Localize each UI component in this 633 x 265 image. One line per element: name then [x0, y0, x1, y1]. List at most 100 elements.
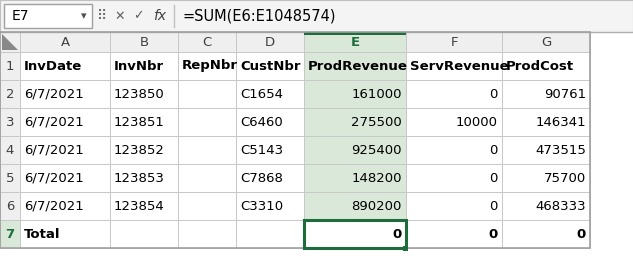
Bar [502, 80, 590, 108]
Bar [304, 164, 406, 192]
Bar [0, 32, 590, 248]
Bar [236, 80, 304, 108]
Text: B: B [139, 36, 149, 48]
Bar [110, 52, 178, 80]
Bar [406, 108, 502, 136]
Bar [502, 108, 590, 136]
Text: InvDate: InvDate [24, 60, 82, 73]
Text: E7: E7 [12, 9, 30, 23]
Bar [110, 220, 178, 248]
Bar [502, 136, 590, 164]
Text: 0: 0 [489, 200, 498, 213]
Bar [178, 108, 236, 136]
Text: C7868: C7868 [240, 171, 283, 184]
Text: 0: 0 [577, 227, 586, 241]
Text: 6: 6 [6, 200, 14, 213]
Bar [110, 108, 178, 136]
Bar [110, 164, 178, 192]
Text: fx: fx [153, 9, 166, 23]
Text: 6/7/2021: 6/7/2021 [24, 87, 84, 100]
Text: Total: Total [24, 227, 61, 241]
Text: C3310: C3310 [240, 200, 283, 213]
Bar [406, 164, 502, 192]
Text: 123852: 123852 [114, 144, 165, 157]
Text: 0: 0 [392, 227, 402, 241]
Bar [406, 80, 502, 108]
Bar [20, 52, 110, 80]
Bar [20, 164, 110, 192]
Text: 123851: 123851 [114, 116, 165, 129]
Bar [304, 220, 406, 248]
Text: 890200: 890200 [351, 200, 402, 213]
Text: 0: 0 [489, 227, 498, 241]
Bar [236, 52, 304, 80]
Text: ▾: ▾ [81, 11, 87, 21]
Bar [304, 136, 406, 164]
Bar [178, 220, 236, 248]
Text: ✕: ✕ [115, 10, 125, 23]
Text: D: D [265, 36, 275, 48]
Bar [0, 220, 20, 248]
Bar [502, 164, 590, 192]
Bar [0, 52, 20, 80]
Bar [0, 192, 20, 220]
Bar [236, 192, 304, 220]
Bar [304, 220, 406, 248]
Bar [20, 32, 110, 52]
Bar [403, 245, 408, 250]
Text: CustNbr: CustNbr [240, 60, 301, 73]
Bar [20, 192, 110, 220]
Text: 6/7/2021: 6/7/2021 [24, 116, 84, 129]
Text: 123854: 123854 [114, 200, 165, 213]
Bar [236, 32, 304, 52]
Text: InvNbr: InvNbr [114, 60, 164, 73]
Text: 6/7/2021: 6/7/2021 [24, 144, 84, 157]
Bar [20, 220, 110, 248]
Bar [20, 108, 110, 136]
Bar [304, 192, 406, 220]
Text: 468333: 468333 [536, 200, 586, 213]
Bar [0, 164, 20, 192]
Text: RepNbr: RepNbr [182, 60, 238, 73]
Text: 4: 4 [6, 144, 14, 157]
Bar [178, 192, 236, 220]
Bar [236, 108, 304, 136]
Bar [406, 136, 502, 164]
Bar [236, 220, 304, 248]
Bar [20, 80, 110, 108]
Text: 146341: 146341 [536, 116, 586, 129]
Bar [406, 220, 502, 248]
Text: 3: 3 [6, 116, 15, 129]
Bar [4, 4, 92, 28]
Bar [178, 136, 236, 164]
Text: 7: 7 [6, 227, 15, 241]
Bar [178, 80, 236, 108]
Bar [502, 52, 590, 80]
Text: 1: 1 [6, 60, 15, 73]
Text: ProdRevenue: ProdRevenue [308, 60, 408, 73]
Bar [178, 52, 236, 80]
Text: F: F [450, 36, 458, 48]
Bar [110, 192, 178, 220]
Text: 123850: 123850 [114, 87, 165, 100]
Bar [178, 164, 236, 192]
Text: ProdCost: ProdCost [506, 60, 574, 73]
Text: 2: 2 [6, 87, 15, 100]
Text: 10000: 10000 [456, 116, 498, 129]
Bar [406, 32, 502, 52]
Text: =SUM(E6:E1048574): =SUM(E6:E1048574) [182, 8, 335, 24]
Text: ✓: ✓ [133, 10, 143, 23]
Text: ⠿: ⠿ [97, 9, 107, 23]
Bar [236, 136, 304, 164]
Bar [0, 108, 20, 136]
Bar [406, 192, 502, 220]
Text: 0: 0 [489, 144, 498, 157]
Text: E: E [351, 36, 360, 48]
Bar [304, 108, 406, 136]
Text: C1654: C1654 [240, 87, 283, 100]
Text: C6460: C6460 [240, 116, 283, 129]
Text: 161000: 161000 [351, 87, 402, 100]
Text: 0: 0 [489, 87, 498, 100]
Bar [110, 32, 178, 52]
Text: 6/7/2021: 6/7/2021 [24, 200, 84, 213]
